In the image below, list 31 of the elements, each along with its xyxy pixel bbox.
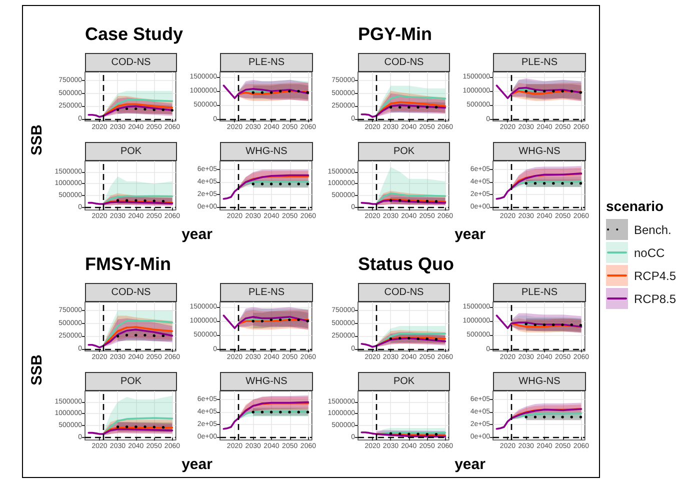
- chart-title: PLE-NS: [220, 53, 313, 72]
- text: Status Quo: [358, 254, 454, 275]
- x-axis-title: year: [454, 226, 486, 243]
- x-axis-title: year: [454, 456, 486, 473]
- legend-title: scenario: [606, 198, 665, 214]
- chart-title: PLE-NS: [493, 283, 586, 302]
- chart-title: PLE-NS: [493, 53, 586, 72]
- chart-title: COD-NS: [358, 53, 450, 72]
- chart-title: WHG-NS: [493, 372, 586, 391]
- chart-title: POK: [85, 142, 177, 161]
- text: FMSY-Min: [85, 254, 171, 275]
- chart-title: PLE-NS: [220, 283, 313, 302]
- chart-title: WHG-NS: [220, 142, 313, 161]
- x-axis-title: year: [182, 456, 212, 473]
- chart-title: COD-NS: [358, 283, 450, 302]
- y-axis-title: SSB: [28, 124, 46, 156]
- y-axis-title: SSB: [28, 354, 46, 386]
- legend-label: RCP4.5: [634, 268, 676, 282]
- chart-title: POK: [85, 372, 177, 391]
- text: Case Study: [85, 24, 184, 45]
- x-axis-title: year: [182, 226, 212, 243]
- legend-label: noCC: [634, 246, 665, 260]
- chart-title: WHG-NS: [493, 142, 586, 161]
- chart-title: POK: [358, 372, 450, 391]
- text: PGY-Min: [358, 24, 432, 45]
- legend-label: RCP8.5: [634, 292, 676, 306]
- chart-title: COD-NS: [85, 53, 177, 72]
- chart-title: POK: [358, 142, 450, 161]
- chart-title: COD-NS: [85, 283, 177, 302]
- legend-label: Bench.: [634, 222, 672, 236]
- chart-title: WHG-NS: [220, 372, 313, 391]
